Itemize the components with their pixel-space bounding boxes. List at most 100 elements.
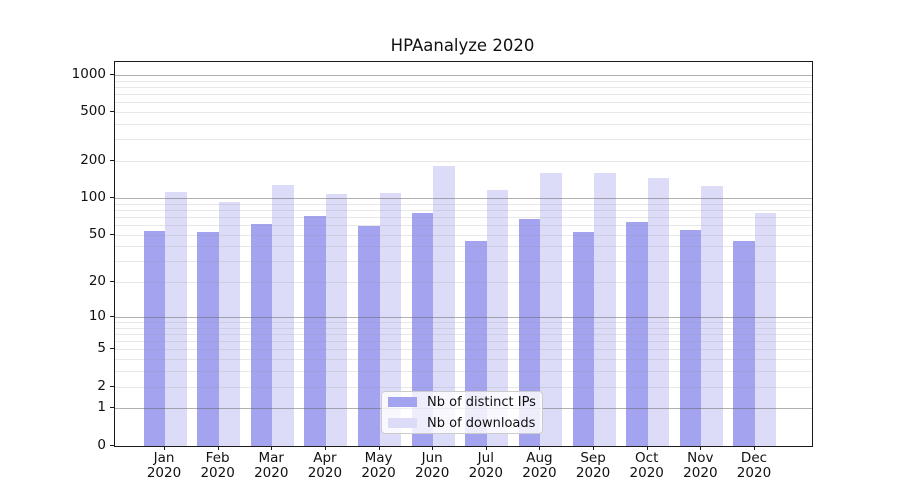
x-tick-label-feb: Feb 2020: [200, 449, 235, 481]
bar-nb-of-distinct-ips-may: [358, 225, 380, 446]
x-tick-label-may: May 2020: [361, 449, 396, 481]
gridline-minor-70: [115, 216, 812, 218]
y-tick-0: [110, 444, 114, 446]
bar-nb-of-distinct-ips-apr: [304, 216, 326, 446]
gridline-minor-300: [115, 139, 812, 141]
x-tick-label-sep: Sep 2020: [575, 449, 611, 481]
x-tick-jun: [432, 445, 434, 450]
y-tick-label-200: 200: [80, 152, 106, 169]
y-tick-label-100: 100: [80, 188, 106, 205]
x-tick-aug: [539, 445, 541, 450]
gridline-minor-800: [115, 86, 812, 88]
legend-item: Nb of downloads: [388, 413, 542, 433]
gridline-minor-500: [115, 112, 812, 114]
gridline-minor-400: [115, 124, 812, 125]
bar-nb-of-distinct-ips-mar: [250, 224, 273, 446]
y-tick-label-50: 50: [88, 225, 106, 242]
x-tick-jul: [485, 445, 487, 450]
gridline-major-10: [115, 316, 812, 318]
y-tick-2: [110, 385, 114, 387]
legend-swatch-downloads: [388, 417, 417, 429]
gridline-minor-90: [115, 203, 812, 205]
y-tick-1000: [110, 73, 114, 75]
gridline-minor-7: [115, 333, 812, 335]
x-tick-oct: [646, 445, 648, 450]
bar-nb-of-downloads-nov: [701, 185, 723, 446]
legend: Nb of distinct IPs Nb of downloads: [381, 391, 543, 434]
x-tick-may: [378, 445, 380, 450]
gridline-minor-30: [115, 261, 812, 263]
gridline-minor-8: [115, 327, 812, 329]
gridline-major-1000: [115, 74, 812, 76]
x-tick-label-dec: Dec 2020: [736, 449, 772, 481]
bar-nb-of-distinct-ips-jan: [143, 230, 165, 446]
gridline-minor-600: [115, 102, 812, 104]
y-tick-200: [110, 160, 114, 162]
gridline-minor-4: [115, 359, 812, 361]
legend-item: Nb of distinct IPs: [388, 392, 542, 412]
gridline-minor-200: [115, 161, 812, 163]
y-tick-50: [110, 233, 114, 235]
y-tick-label-10: 10: [88, 307, 106, 324]
gridline-minor-60: [115, 225, 812, 226]
bar-nb-of-downloads-mar: [272, 184, 294, 446]
bar-nb-of-downloads-jan: [165, 192, 187, 446]
gridline-minor-3: [115, 371, 812, 373]
y-tick-label-1000: 1000: [71, 65, 106, 82]
bar-nb-of-downloads-aug: [540, 172, 562, 446]
y-tick-5: [110, 348, 114, 350]
x-tick-label-oct: Oct 2020: [629, 449, 664, 481]
x-tick-apr: [324, 445, 326, 450]
y-tick-100: [110, 196, 114, 198]
y-tick-500: [110, 111, 114, 113]
gridline-minor-700: [115, 94, 812, 96]
y-tick-label-0: 0: [97, 436, 106, 453]
bar-nb-of-downloads-jun: [433, 165, 455, 446]
x-tick-jan: [164, 445, 165, 450]
legend-label-downloads: Nb of downloads: [427, 415, 536, 431]
bar-nb-of-distinct-ips-feb: [197, 231, 219, 446]
bar-nb-of-downloads-sep: [594, 172, 616, 446]
x-tick-label-apr: Apr 2020: [307, 449, 343, 481]
y-tick-10: [110, 315, 114, 317]
x-tick-label-jul: Jul 2020: [468, 449, 503, 481]
bar-nb-of-downloads-may: [379, 192, 402, 446]
bar-nb-of-distinct-ips-jun: [411, 212, 434, 446]
x-tick-label-jan: Jan 2020: [146, 449, 182, 481]
bar-nb-of-downloads-oct: [647, 177, 670, 446]
x-tick-mar: [271, 445, 273, 450]
y-tick-1: [110, 407, 114, 409]
gridline-minor-900: [115, 80, 812, 82]
bar-nb-of-distinct-ips-oct: [626, 221, 648, 446]
x-tick-dec: [753, 445, 755, 450]
y-tick-label-500: 500: [80, 103, 106, 120]
y-tick-label-20: 20: [88, 273, 106, 290]
x-tick-nov: [700, 445, 702, 450]
x-tick-label-jun: Jun 2020: [414, 449, 450, 481]
bar-nb-of-distinct-ips-aug: [518, 219, 541, 446]
bar-nb-of-distinct-ips-dec: [733, 241, 755, 446]
gridline-minor-2: [115, 386, 812, 388]
x-tick-label-mar: Mar 2020: [254, 449, 289, 481]
x-tick-feb: [217, 445, 219, 450]
legend-label-distinct-ips: Nb of distinct IPs: [427, 394, 536, 410]
y-tick-20: [110, 281, 114, 283]
bar-nb-of-distinct-ips-sep: [572, 231, 595, 446]
gridline-minor-40: [115, 246, 812, 248]
gridline-minor-80: [115, 209, 812, 211]
gridline-minor-50: [115, 234, 812, 236]
bar-nb-of-distinct-ips-nov: [679, 229, 702, 446]
x-tick-label-aug: Aug 2020: [522, 449, 557, 481]
y-tick-label-1: 1: [97, 399, 106, 416]
gridline-minor-6: [115, 341, 812, 343]
y-tick-label-2: 2: [97, 377, 106, 394]
x-tick-label-nov: Nov 2020: [683, 449, 718, 481]
bar-nb-of-downloads-dec: [754, 212, 777, 446]
bar-nb-of-downloads-apr: [325, 194, 348, 446]
gridline-major-100: [115, 197, 812, 199]
legend-swatch-distinct-ips: [388, 396, 417, 408]
gridline-minor-5: [115, 349, 812, 351]
gridline-minor-9: [115, 322, 812, 323]
gridline-minor-20: [115, 282, 812, 284]
